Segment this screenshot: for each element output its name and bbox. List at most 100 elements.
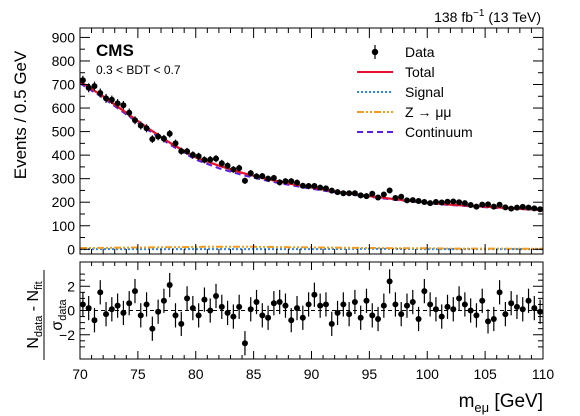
pull-point-marker (328, 320, 335, 327)
data-point (311, 182, 318, 189)
pull-point-marker (409, 299, 416, 306)
pull-point-marker (218, 303, 225, 310)
data-point (415, 198, 422, 205)
n-data-main: N (25, 337, 42, 349)
lumi-value: 138 fb (434, 9, 473, 25)
data-point-marker (184, 148, 191, 155)
main-y-tick-label: 200 (52, 194, 76, 210)
pull-point (531, 295, 538, 321)
legend-entry: Data (371, 44, 435, 60)
pull-point (386, 269, 393, 294)
data-point (189, 151, 196, 159)
pull-point (160, 288, 167, 313)
data-point (322, 185, 329, 192)
data-point-marker (537, 206, 544, 213)
data-point-marker (328, 187, 335, 194)
data-point-marker (346, 190, 353, 197)
pull-point-marker (432, 306, 439, 313)
data-point-marker (496, 201, 503, 208)
data-point-marker (149, 136, 156, 143)
pull-point (328, 311, 335, 336)
data-point (288, 178, 295, 185)
data-point (213, 155, 220, 163)
pull-point (218, 294, 225, 319)
data-point (490, 203, 497, 210)
pull-point-marker (519, 306, 526, 313)
pull-point-marker (149, 325, 156, 332)
data-point (131, 116, 138, 125)
data-point-marker (288, 178, 295, 185)
pull-point-marker (172, 312, 179, 319)
data-point-marker (299, 182, 306, 189)
data-point (444, 198, 451, 205)
pull-point-marker (126, 300, 133, 307)
pull-point-marker (103, 311, 110, 318)
pull-point-marker (467, 307, 474, 314)
pull-point-marker (207, 307, 214, 314)
main-fit-curves (79, 80, 544, 251)
pull-point (438, 304, 445, 329)
main-y-tick-label: 400 (52, 147, 76, 163)
pull-point-marker (375, 315, 382, 322)
pull-point-marker (114, 302, 121, 309)
data-point-marker (415, 198, 422, 205)
pull-point (513, 294, 520, 319)
pull-point (97, 280, 104, 305)
data-point (253, 173, 260, 180)
data-point-marker (172, 140, 179, 147)
pull-point (184, 286, 191, 311)
pull-point (525, 288, 532, 313)
data-point (143, 124, 150, 133)
data-point-marker (398, 193, 405, 200)
pull-point (392, 292, 399, 317)
data-point (467, 202, 474, 209)
data-point-marker (108, 96, 115, 103)
pull-point (508, 291, 515, 316)
pull-point (427, 292, 434, 317)
pull-point-marker (351, 299, 358, 306)
data-point (178, 147, 185, 155)
data-point (299, 182, 306, 189)
pull-point-marker (537, 308, 544, 315)
data-point (241, 177, 248, 184)
pull-y-tick-label: 2 (67, 278, 75, 294)
pull-point-marker (85, 305, 92, 312)
data-point (114, 99, 121, 108)
data-point-marker (432, 198, 439, 205)
pull-point (120, 300, 127, 326)
pull-point-marker (334, 309, 341, 316)
pull-point-marker (97, 289, 104, 296)
legend-marker (371, 48, 379, 56)
data-point-marker (131, 117, 138, 124)
data-point-marker (351, 190, 358, 197)
pull-point-marker (265, 314, 272, 321)
data-point-marker (91, 83, 98, 90)
pull-point-marker (241, 340, 248, 347)
data-point (259, 173, 266, 180)
data-point (473, 203, 480, 210)
pull-point-marker (525, 297, 532, 304)
data-point-marker (322, 185, 329, 192)
pull-point (230, 304, 237, 329)
data-point-marker (403, 197, 410, 204)
data-point (351, 190, 358, 197)
main-data-points (79, 75, 544, 213)
x-axis-label-sub: eμ (474, 400, 489, 415)
pull-point (380, 293, 387, 318)
data-point-marker (363, 193, 370, 200)
pull-data-points (79, 269, 544, 356)
pull-ylabel-numerator: Ndata - Nfit (25, 281, 45, 348)
pull-point-marker (137, 312, 144, 319)
main-y-tick-label: 900 (52, 29, 76, 45)
main-y-tick-label: 300 (52, 171, 76, 187)
pull-point-marker (91, 317, 98, 324)
pull-point (444, 294, 451, 319)
data-point-marker (386, 187, 393, 194)
pull-point-marker (438, 313, 445, 320)
pull-point (398, 302, 405, 327)
data-point-marker (508, 205, 515, 212)
pull-point-marker (485, 318, 492, 325)
pull-point-marker (253, 299, 260, 306)
pull-point-marker (201, 296, 208, 303)
n-fit-sub: fit (33, 281, 45, 290)
